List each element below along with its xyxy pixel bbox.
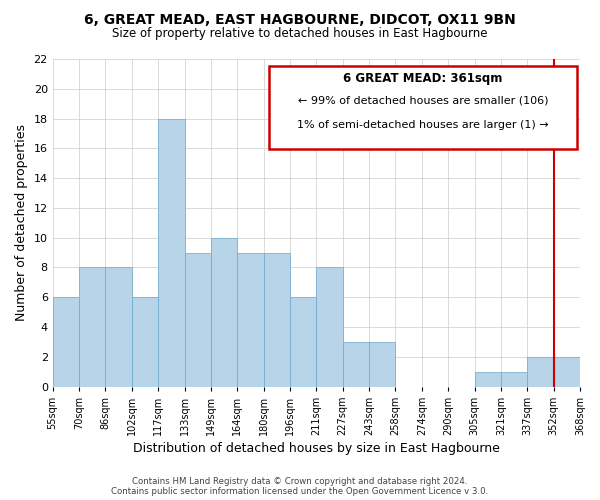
Text: 6, GREAT MEAD, EAST HAGBOURNE, DIDCOT, OX11 9BN: 6, GREAT MEAD, EAST HAGBOURNE, DIDCOT, O… <box>84 12 516 26</box>
FancyBboxPatch shape <box>269 66 577 149</box>
Bar <box>554 357 580 386</box>
Bar <box>316 268 343 386</box>
Bar <box>132 297 158 386</box>
Text: Size of property relative to detached houses in East Hagbourne: Size of property relative to detached ho… <box>112 28 488 40</box>
Bar <box>369 342 395 386</box>
Bar <box>53 297 79 386</box>
Bar <box>106 268 132 386</box>
Text: 6 GREAT MEAD: 361sqm: 6 GREAT MEAD: 361sqm <box>343 72 503 85</box>
Bar <box>263 252 290 386</box>
Text: Contains HM Land Registry data © Crown copyright and database right 2024.: Contains HM Land Registry data © Crown c… <box>132 477 468 486</box>
Bar <box>185 252 211 386</box>
Bar <box>501 372 527 386</box>
Bar <box>290 297 316 386</box>
Text: Contains public sector information licensed under the Open Government Licence v : Contains public sector information licen… <box>112 487 488 496</box>
Bar <box>343 342 369 386</box>
Bar <box>527 357 554 386</box>
Bar <box>158 118 185 386</box>
Bar <box>211 238 237 386</box>
Bar <box>79 268 106 386</box>
X-axis label: Distribution of detached houses by size in East Hagbourne: Distribution of detached houses by size … <box>133 442 500 455</box>
Bar <box>475 372 501 386</box>
Text: ← 99% of detached houses are smaller (106): ← 99% of detached houses are smaller (10… <box>298 95 548 105</box>
Bar <box>237 252 263 386</box>
Text: 1% of semi-detached houses are larger (1) →: 1% of semi-detached houses are larger (1… <box>298 120 549 130</box>
Y-axis label: Number of detached properties: Number of detached properties <box>15 124 28 322</box>
